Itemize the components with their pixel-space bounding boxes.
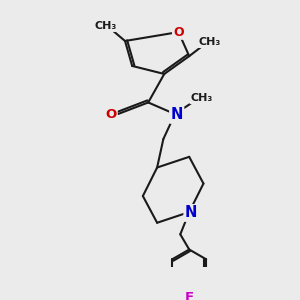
Text: CH₃: CH₃ [94,21,117,31]
Text: CH₃: CH₃ [199,37,221,47]
Text: F: F [184,291,194,300]
Text: CH₃: CH₃ [190,93,213,103]
Text: O: O [105,108,116,121]
Text: N: N [170,107,183,122]
Text: N: N [185,206,197,220]
Text: O: O [173,26,184,39]
